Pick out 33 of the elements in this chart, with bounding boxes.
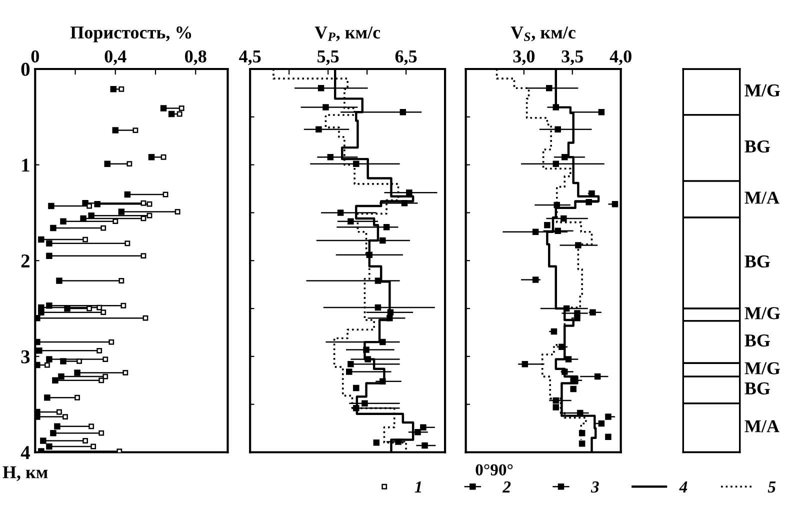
series-label: BG	[744, 382, 770, 394]
chart-title: V$_{P}$, км/с	[314, 26, 380, 42]
series-label: M/A	[744, 420, 780, 432]
x-tick-label: 4,5	[239, 50, 261, 66]
series-label: M/G	[744, 362, 780, 374]
x-tick-label: 0	[31, 50, 39, 63]
series-label: BG	[744, 255, 770, 268]
series-label: M/A	[744, 192, 780, 204]
x-tick-label: 0,8	[185, 50, 206, 66]
y-tick-label: 2	[21, 254, 30, 268]
legend-label: 5	[768, 482, 776, 493]
x-tick-label: 3,5	[562, 50, 584, 66]
series-label: BG	[744, 334, 770, 347]
x-tick-label: 5,5	[318, 50, 339, 66]
x-tick-label: 3,0	[513, 50, 535, 66]
series-label: M/G	[744, 84, 780, 96]
y-tick-label: 0	[21, 62, 30, 76]
legend-label: 2	[502, 481, 511, 492]
x-tick-label: 0,4	[104, 50, 126, 66]
text: 0°90°	[476, 464, 513, 476]
y-tick-label: 4	[20, 446, 30, 459]
x-tick-label: 4,0	[610, 50, 632, 66]
legend-label: 4	[679, 481, 688, 492]
y-tick-label: 3	[21, 350, 30, 364]
legend-label: 3	[590, 481, 599, 493]
series-label: BG	[744, 140, 770, 153]
y-tick-label: 1	[22, 158, 30, 172]
x-tick-label: 6,5	[395, 50, 417, 66]
chart-title: Пористость, %	[70, 26, 192, 42]
legend-label: 1	[414, 481, 421, 492]
chart-title: V$_{S}$, км/с	[510, 26, 576, 42]
y-axis-title: H, км	[2, 466, 48, 481]
series-label: M/G	[744, 307, 780, 320]
